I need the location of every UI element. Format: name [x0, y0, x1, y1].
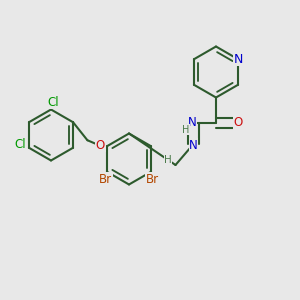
Text: Cl: Cl: [48, 95, 59, 109]
Text: H: H: [182, 124, 190, 135]
Text: H: H: [164, 154, 172, 165]
Text: N: N: [189, 139, 198, 152]
Text: O: O: [233, 116, 242, 130]
Text: N: N: [188, 116, 196, 130]
Text: Br: Br: [99, 173, 112, 186]
Text: Cl: Cl: [14, 138, 26, 151]
Text: O: O: [96, 139, 105, 152]
Text: Br: Br: [146, 173, 159, 186]
Text: N: N: [233, 53, 243, 66]
